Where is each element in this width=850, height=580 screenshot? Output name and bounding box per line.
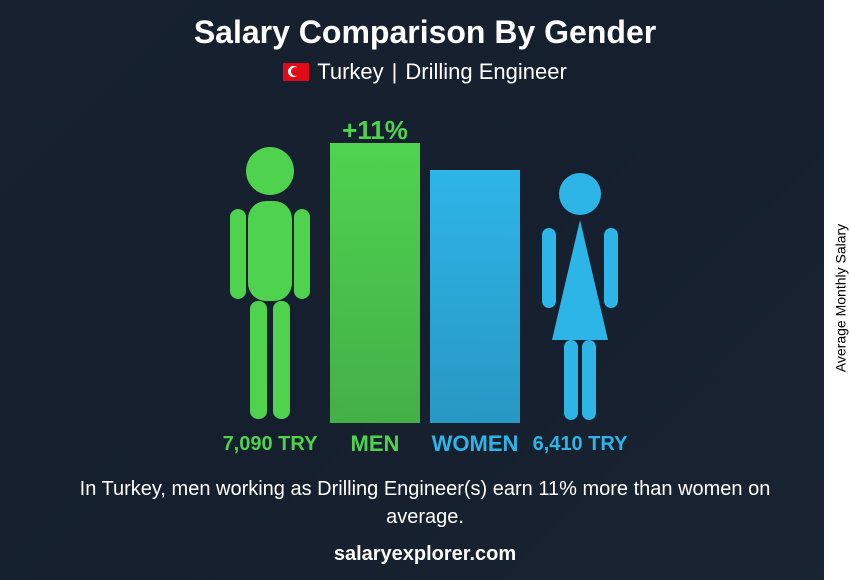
separator: | (392, 59, 398, 85)
men-bar: +11% (330, 143, 420, 423)
chart-area: +11% (105, 103, 745, 423)
women-bar (430, 170, 520, 423)
role-label: Drilling Engineer (405, 59, 566, 85)
women-salary: 6,410 TRY (530, 433, 630, 456)
subtitle: Turkey | Drilling Engineer (0, 59, 850, 85)
description-text: In Turkey, men working as Drilling Engin… (75, 475, 775, 531)
male-icon (220, 143, 320, 423)
turkey-flag-icon (283, 63, 309, 81)
page-title: Salary Comparison By Gender (0, 0, 850, 51)
country-label: Turkey (317, 59, 383, 85)
men-salary: 7,090 TRY (220, 433, 320, 456)
labels-row: 7,090 TRY MEN WOMEN 6,410 TRY (105, 431, 745, 457)
infographic-container: Average Monthly Salary Salary Comparison… (0, 0, 850, 580)
men-label: MEN (330, 431, 420, 457)
diff-label: +11% (342, 115, 408, 146)
female-icon (530, 170, 630, 423)
yaxis-label: Average Monthly Salary (832, 224, 848, 372)
right-margin-strip: Average Monthly Salary (824, 0, 850, 580)
women-label: WOMEN (430, 431, 520, 457)
footer-source: salaryexplorer.com (0, 543, 850, 566)
